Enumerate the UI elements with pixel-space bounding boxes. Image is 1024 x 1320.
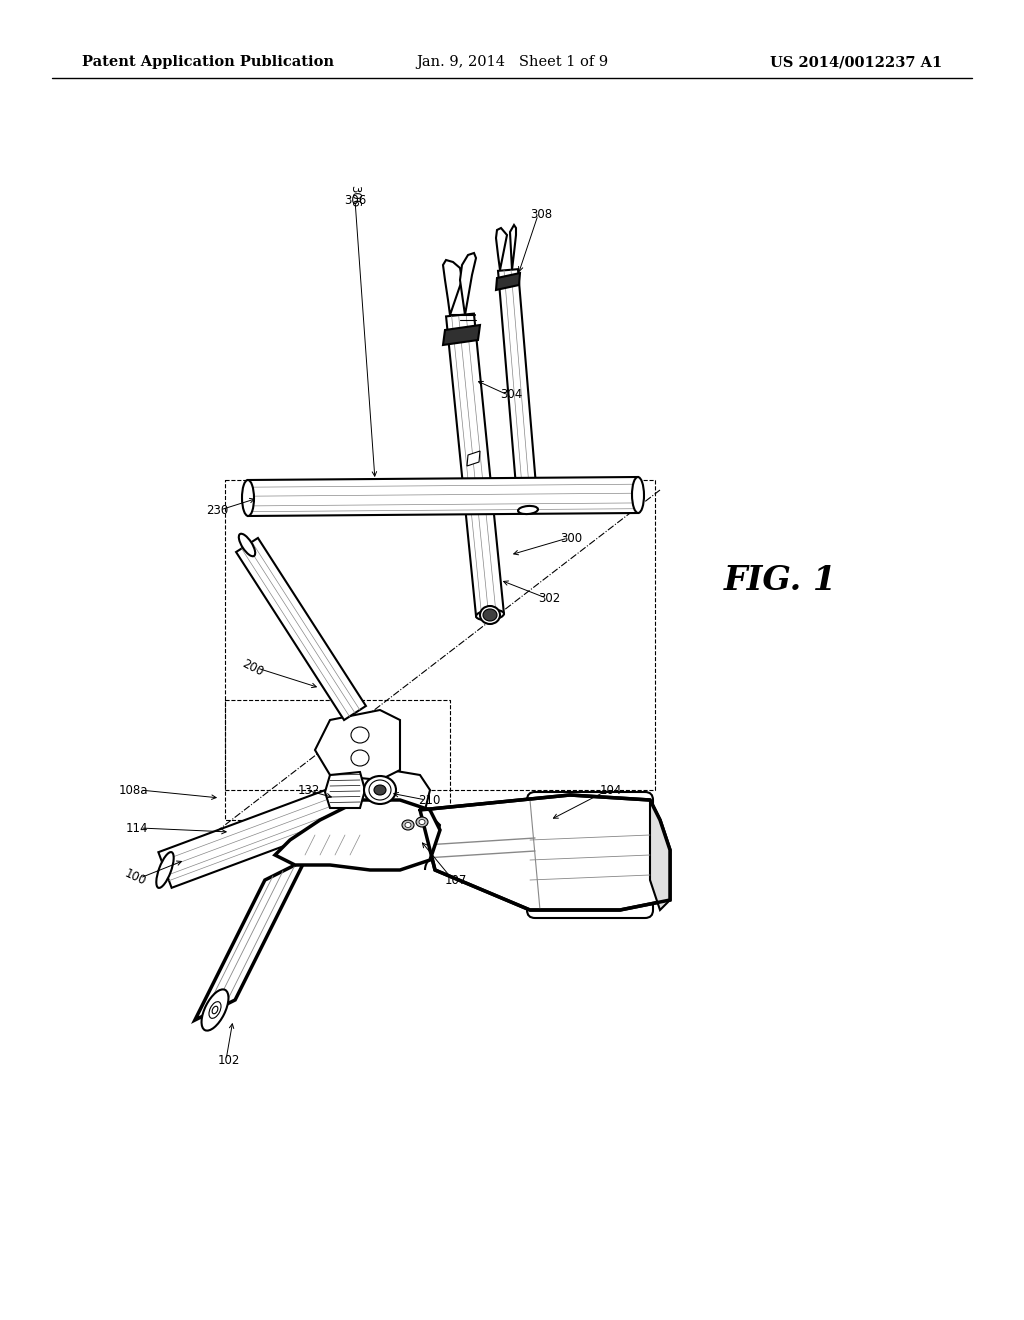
Ellipse shape	[419, 820, 425, 825]
Polygon shape	[443, 260, 462, 315]
Ellipse shape	[157, 853, 174, 888]
Text: US 2014/0012237 A1: US 2014/0012237 A1	[770, 55, 942, 69]
Ellipse shape	[402, 820, 414, 830]
Text: 108a: 108a	[119, 784, 148, 796]
Text: 306: 306	[348, 185, 361, 207]
Polygon shape	[159, 772, 387, 888]
Text: 200: 200	[240, 657, 265, 678]
Ellipse shape	[483, 609, 497, 620]
Polygon shape	[315, 710, 400, 780]
Polygon shape	[498, 269, 538, 511]
Ellipse shape	[476, 610, 504, 620]
Ellipse shape	[351, 750, 369, 766]
Polygon shape	[195, 859, 305, 1020]
Ellipse shape	[374, 785, 386, 795]
Ellipse shape	[239, 533, 255, 556]
Text: 132: 132	[298, 784, 321, 796]
Ellipse shape	[406, 822, 411, 828]
Ellipse shape	[632, 477, 644, 513]
Polygon shape	[650, 800, 670, 909]
Ellipse shape	[364, 776, 396, 804]
Text: 104: 104	[600, 784, 623, 796]
Polygon shape	[460, 253, 476, 315]
Polygon shape	[248, 477, 638, 516]
FancyBboxPatch shape	[527, 792, 653, 917]
Polygon shape	[353, 770, 377, 809]
Ellipse shape	[480, 606, 500, 624]
Text: 107: 107	[445, 874, 467, 887]
Text: FIG. 1: FIG. 1	[723, 564, 837, 597]
Text: 308: 308	[530, 209, 552, 222]
Ellipse shape	[518, 506, 538, 513]
Ellipse shape	[242, 480, 254, 516]
Ellipse shape	[209, 1002, 221, 1018]
Ellipse shape	[416, 817, 428, 828]
Text: 306: 306	[344, 194, 367, 206]
Ellipse shape	[369, 780, 391, 800]
Polygon shape	[496, 273, 520, 290]
Polygon shape	[275, 800, 440, 870]
Polygon shape	[325, 772, 365, 808]
Polygon shape	[420, 795, 670, 909]
Ellipse shape	[351, 727, 369, 743]
Text: Jan. 9, 2014   Sheet 1 of 9: Jan. 9, 2014 Sheet 1 of 9	[416, 55, 608, 69]
Ellipse shape	[212, 1006, 218, 1014]
Text: 300: 300	[560, 532, 582, 544]
Text: 114: 114	[126, 821, 148, 834]
Polygon shape	[446, 314, 504, 616]
Polygon shape	[237, 539, 366, 719]
Text: 302: 302	[538, 591, 560, 605]
Polygon shape	[345, 770, 430, 810]
Text: 102: 102	[218, 1053, 241, 1067]
Polygon shape	[496, 228, 507, 271]
Polygon shape	[467, 451, 480, 466]
Text: 210: 210	[418, 793, 440, 807]
Text: 304: 304	[500, 388, 522, 401]
Text: Patent Application Publication: Patent Application Publication	[82, 55, 334, 69]
Ellipse shape	[202, 990, 228, 1031]
Text: 230: 230	[206, 503, 228, 516]
Polygon shape	[358, 766, 396, 808]
Polygon shape	[510, 224, 516, 271]
Text: 100: 100	[122, 867, 148, 888]
Polygon shape	[400, 810, 440, 838]
Polygon shape	[443, 325, 480, 345]
